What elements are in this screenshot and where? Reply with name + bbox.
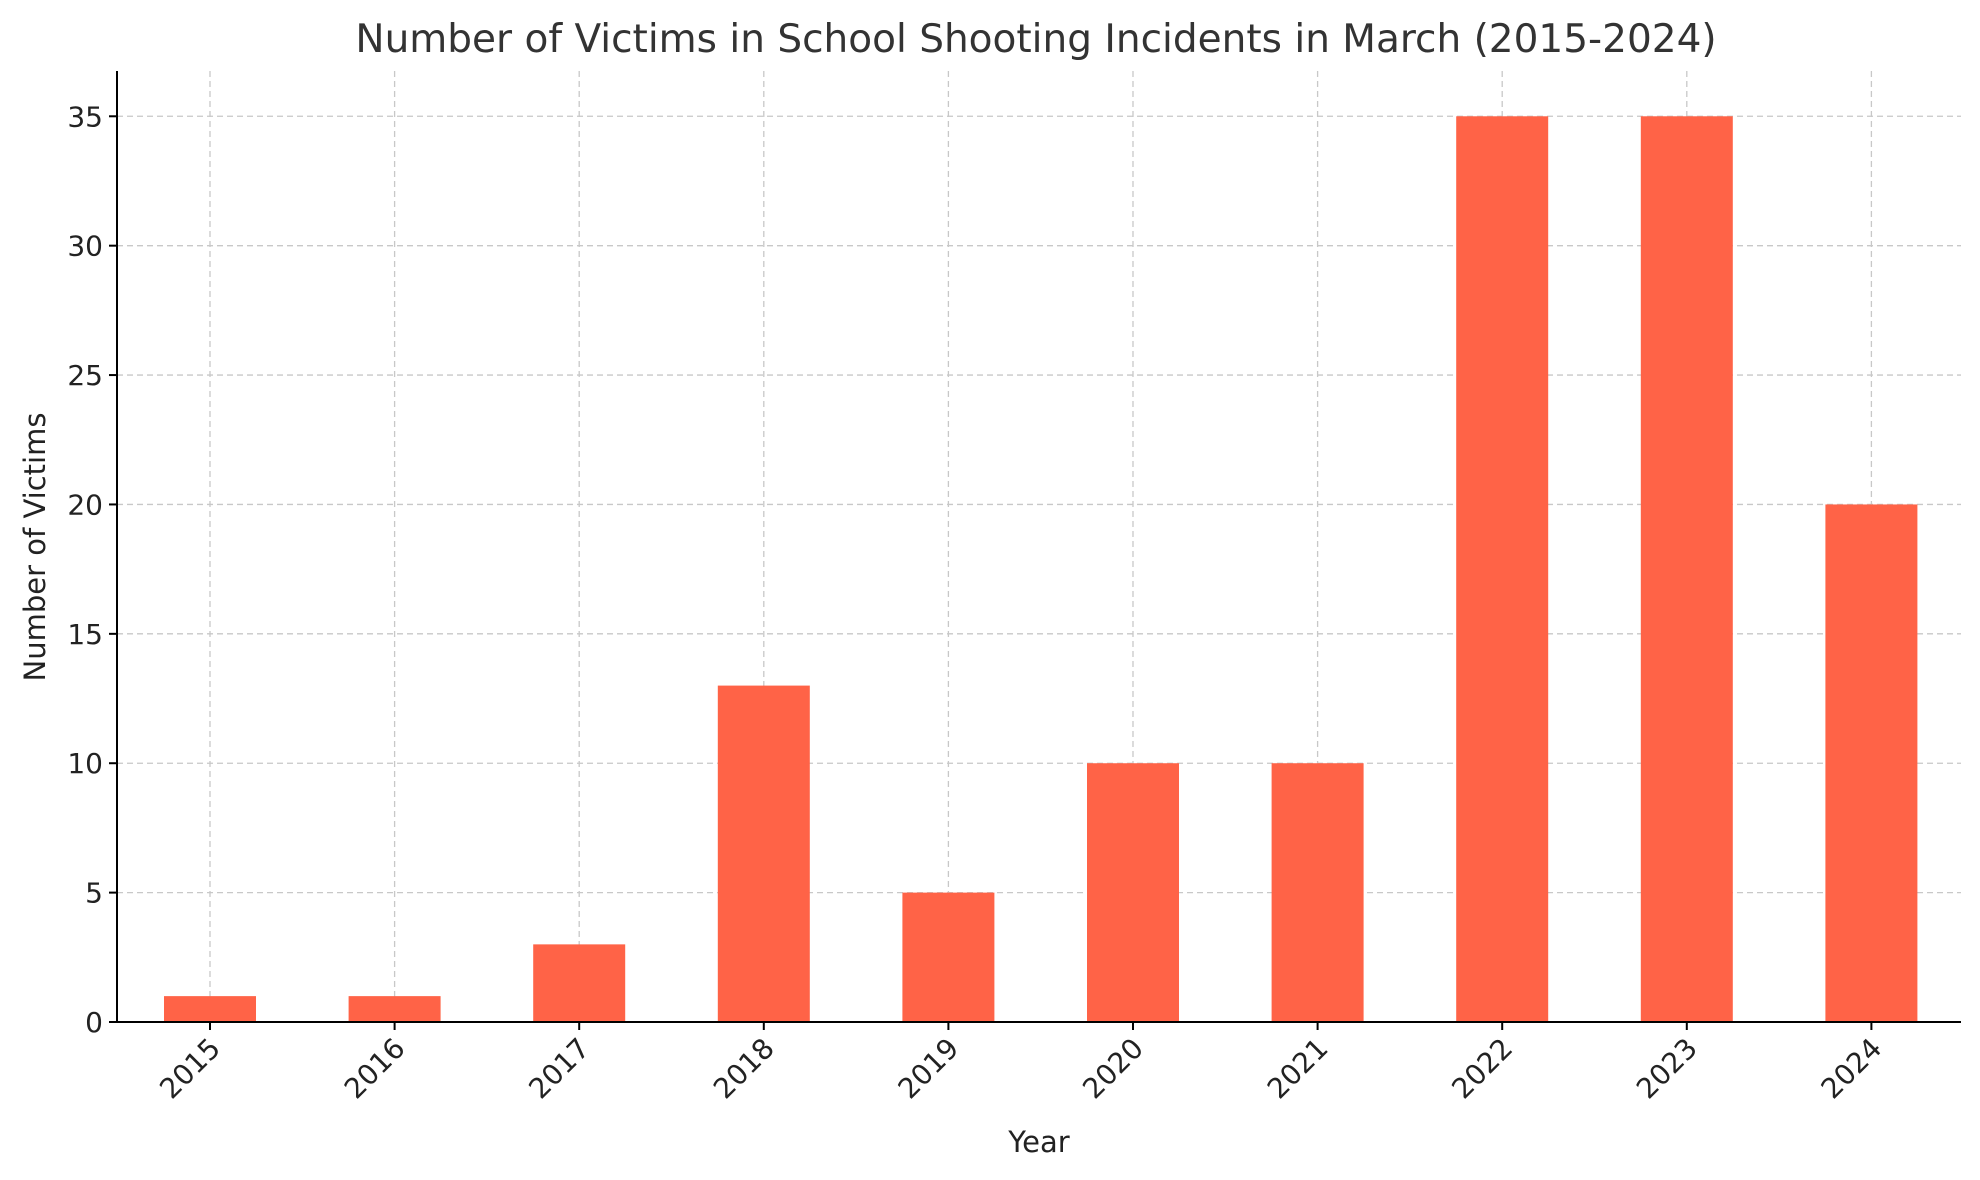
x-tick-labels: 2015 2016 2017 2018 2019 2020 2021 2022 2023 2024 <box>153 1032 1888 1106</box>
x-tick-label: 2023 <box>1630 1032 1704 1106</box>
x-tick-label: 2024 <box>1815 1032 1889 1106</box>
bar-2017 <box>533 944 626 1022</box>
bar-2020 <box>1087 763 1179 1022</box>
bar-2024 <box>1825 504 1918 1022</box>
y-tick-label: 10 <box>67 747 103 780</box>
bar-2023 <box>1640 116 1733 1023</box>
bars <box>164 116 1918 1023</box>
chart-title: Number of Victims in School Shooting Inc… <box>355 17 1716 62</box>
y-axis-label: Number of Victims <box>18 413 52 682</box>
y-tick-labels: 0 5 10 15 20 25 30 35 <box>67 100 103 1039</box>
bar-2022 <box>1456 116 1549 1023</box>
x-tick-label: 2017 <box>522 1032 596 1106</box>
y-tick-label: 30 <box>67 230 103 263</box>
bar-2018 <box>717 685 810 1022</box>
bar-2015 <box>164 996 256 1022</box>
bar-2021 <box>1271 763 1364 1022</box>
x-tick-label: 2015 <box>153 1032 227 1106</box>
x-tick-label: 2019 <box>892 1032 966 1106</box>
x-tick-label: 2020 <box>1076 1032 1150 1106</box>
y-tick-label: 0 <box>85 1006 103 1039</box>
x-axis-label: Year <box>1007 1125 1069 1159</box>
y-tick-label: 20 <box>67 488 103 521</box>
x-tick-label: 2021 <box>1261 1032 1335 1106</box>
y-tick-label: 15 <box>67 618 103 651</box>
y-tick-label: 25 <box>67 359 103 392</box>
bar-2016 <box>348 996 441 1022</box>
x-tick-label: 2018 <box>707 1032 781 1106</box>
x-tick-label: 2022 <box>1445 1032 1519 1106</box>
x-tick-label: 2016 <box>338 1032 412 1106</box>
y-tick-label: 5 <box>85 877 103 910</box>
y-tick-label: 35 <box>67 100 103 133</box>
bar-2019 <box>902 892 995 1022</box>
axes <box>109 71 1961 1030</box>
